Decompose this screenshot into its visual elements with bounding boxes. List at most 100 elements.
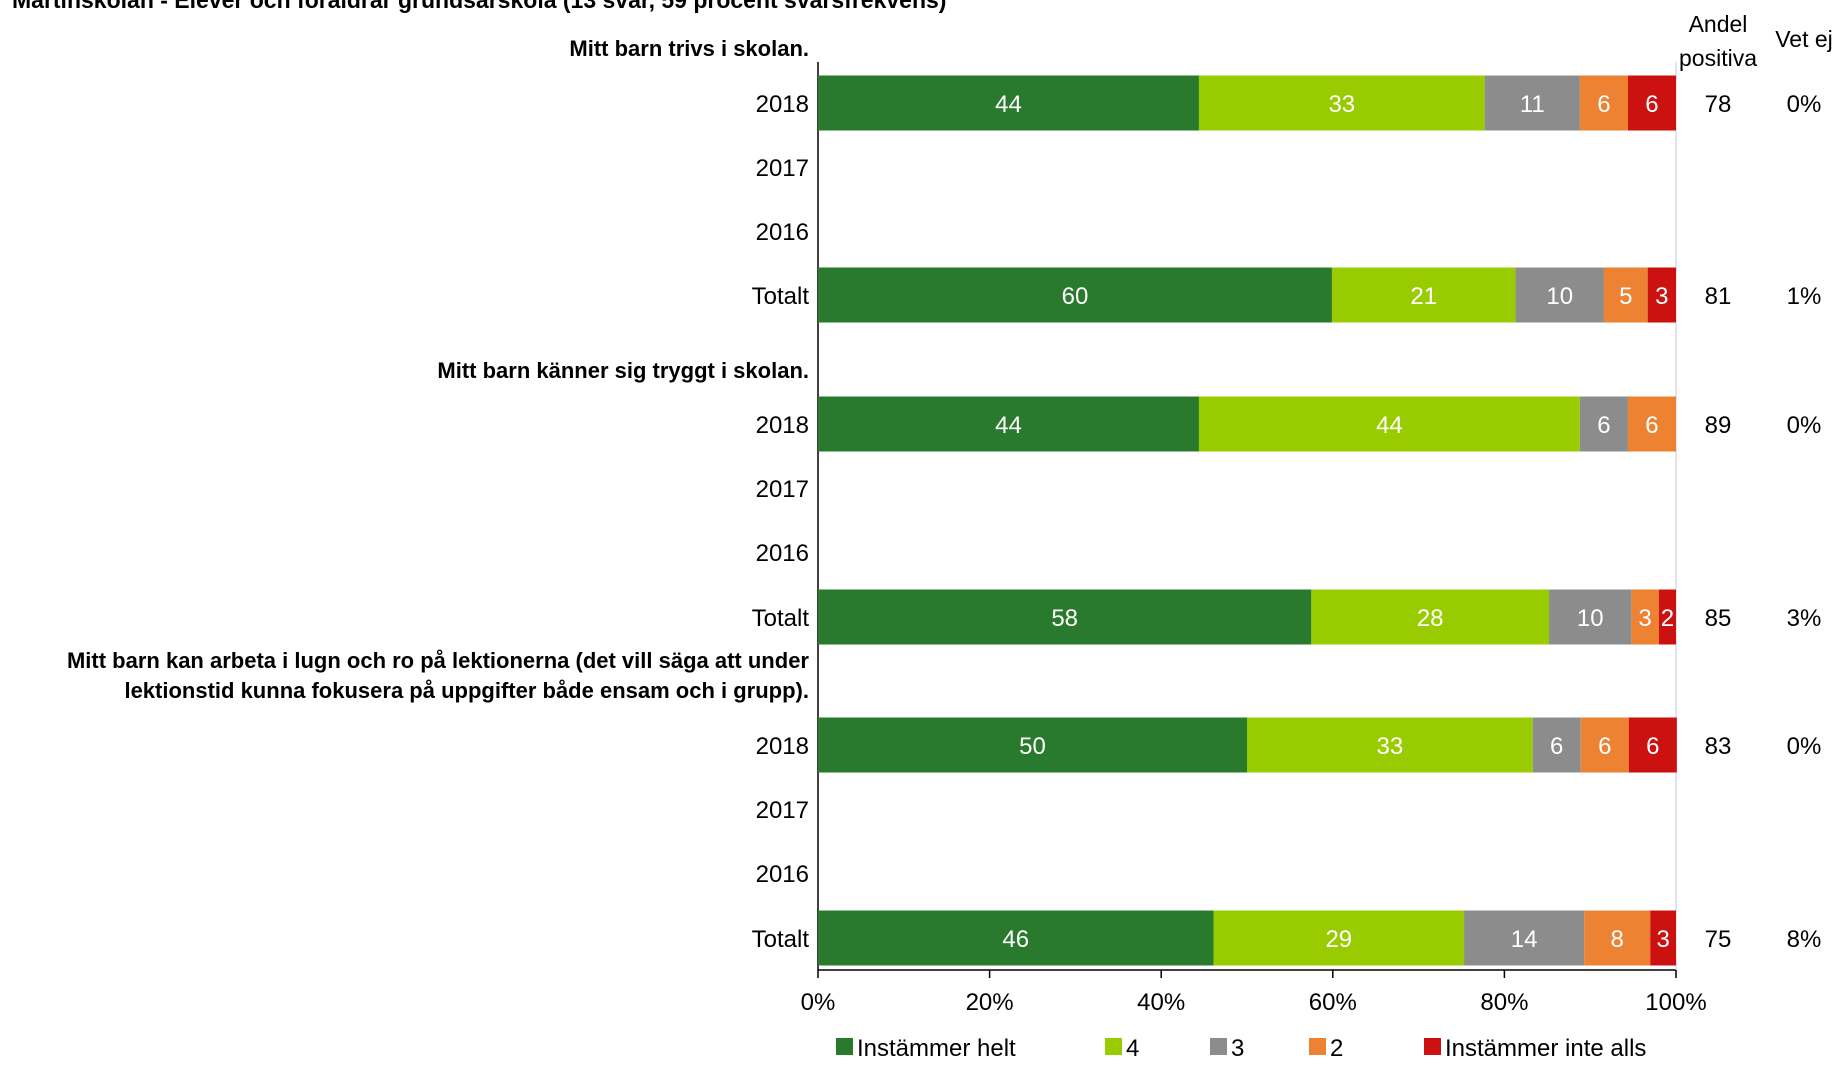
bar-segment [818,910,1214,966]
bar-segment [1627,396,1676,452]
bar-segment [1484,75,1580,131]
bar-segment [1247,717,1533,773]
legend-label: 2 [1330,1035,1343,1062]
bar-value-label: 11 [1520,91,1545,118]
bar-segment [1627,75,1676,131]
bar-value-label: 6 [1646,733,1659,760]
bar-value-label: 44 [995,91,1022,118]
unknown-share-value: 3% [1787,605,1822,632]
question-label: Mitt barn känner sig tryggt i skolan. [437,358,809,383]
x-tick-label: 60% [1309,989,1357,1016]
bar-segment [1631,589,1659,645]
bar-value-label: 5 [1619,283,1632,310]
bar-segment [1603,267,1648,323]
bar-value-label: 60 [1062,283,1089,310]
positive-header-line-2: positiva [1679,45,1757,71]
legend-swatch [836,1038,853,1055]
legend-swatch [1424,1038,1441,1055]
bar-segment [818,396,1199,452]
unknown-header: Vet ej [1775,26,1833,52]
x-tick-label: 80% [1480,989,1528,1016]
bar-segment [1580,717,1629,773]
bar-value-label: 6 [1597,412,1610,439]
row-label: 2016 [756,219,809,246]
legend-label: Instämmer helt [857,1035,1016,1062]
bar-value-label: 8 [1611,926,1624,953]
bar-value-label: 6 [1645,412,1658,439]
bar-segment [1464,910,1585,966]
bar-segment [1532,717,1581,773]
bar-segment [1549,589,1632,645]
bar-value-label: 10 [1546,283,1573,310]
bar-value-label: 6 [1550,733,1563,760]
bar-segment [818,589,1312,645]
row-label: 2017 [756,476,809,503]
question-label: Mitt barn kan arbeta i lugn och ro på le… [67,648,809,673]
bar-segment [1650,910,1676,966]
unknown-share-value: 0% [1787,412,1822,439]
positive-share-value: 81 [1705,283,1732,310]
unknown-share-value: 1% [1787,283,1822,310]
bar-segment [1198,75,1485,131]
bar-value-label: 10 [1577,605,1604,632]
legend-label: 4 [1126,1035,1139,1062]
row-label: 2016 [756,861,809,888]
positive-share-value: 89 [1705,412,1732,439]
bar-segment [818,717,1247,773]
question-label: lektionstid kunna fokusera på uppgifter … [124,678,809,703]
bar-segment [1584,910,1651,966]
positive-share-value: 85 [1705,605,1732,632]
bar-value-label: 6 [1598,733,1611,760]
bar-segment [1628,717,1677,773]
bar-value-label: 46 [1002,926,1029,953]
row-label: Totalt [752,283,810,310]
row-label: 2018 [756,91,809,118]
legend-label: 3 [1231,1035,1244,1062]
x-tick-label: 0% [801,989,836,1016]
bar-value-label: 58 [1051,605,1078,632]
positive-share-value: 78 [1705,91,1732,118]
positive-share-value: 75 [1705,926,1732,953]
row-label: 2017 [756,797,809,824]
positive-share-value: 83 [1705,733,1732,760]
bar-value-label: 3 [1655,283,1668,310]
bar-value-label: 21 [1410,283,1437,310]
bar-segment [818,75,1199,131]
bar-value-label: 14 [1511,926,1538,953]
bar-value-label: 3 [1656,926,1669,953]
legend-label: Instämmer inte alls [1445,1035,1646,1062]
bar-segment [1658,589,1676,645]
legend-swatch [1210,1038,1227,1055]
bar-segment [1647,267,1676,323]
bar-segment [1213,910,1465,966]
bar-value-label: 6 [1597,91,1610,118]
legend-swatch [1105,1038,1122,1055]
bar-segment [818,267,1332,323]
bar-value-label: 29 [1325,926,1352,953]
bar-segment [1515,267,1604,323]
x-tick-label: 40% [1137,989,1185,1016]
chart-title: Martinskolan - Elever och föräldrar grun… [12,0,946,13]
row-label: Totalt [752,605,810,632]
row-label: 2016 [756,540,809,567]
row-label: 2018 [756,412,809,439]
row-label: 2018 [756,733,809,760]
unknown-share-value: 0% [1787,91,1822,118]
bar-value-label: 44 [995,412,1022,439]
bar-segment [1579,396,1628,452]
unknown-share-value: 8% [1787,926,1822,953]
bar-value-label: 33 [1328,91,1355,118]
bar-value-label: 28 [1417,605,1444,632]
bar-value-label: 2 [1661,605,1674,632]
bar-segment [1331,267,1516,323]
x-tick-label: 100% [1645,989,1706,1016]
legend-swatch [1309,1038,1326,1055]
bar-segment [1311,589,1550,645]
x-tick-label: 20% [966,989,1014,1016]
bar-value-label: 6 [1645,91,1658,118]
bar-value-label: 3 [1638,605,1651,632]
positive-header-line-1: Andel [1689,11,1748,37]
row-label: Totalt [752,926,810,953]
row-label: 2017 [756,155,809,182]
